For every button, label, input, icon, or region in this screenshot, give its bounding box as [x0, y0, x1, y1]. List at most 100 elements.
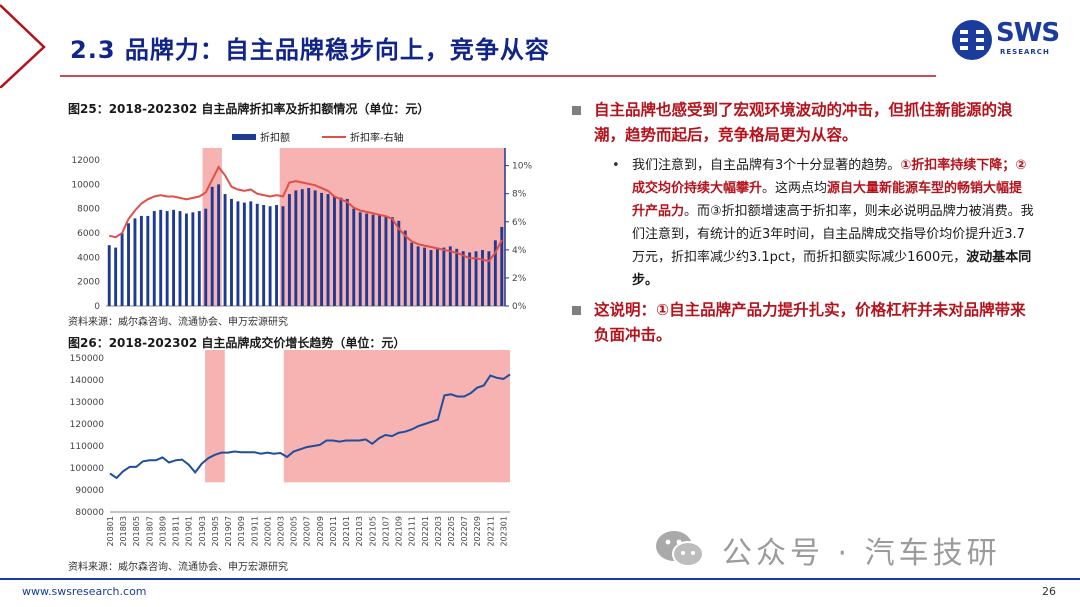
- legend-bar-swatch: [232, 134, 256, 140]
- discount-bar: [474, 251, 478, 306]
- chart2-y-tick: 150000: [70, 354, 105, 364]
- chart2-x-tick: 202107: [381, 516, 390, 547]
- chart2-x-tick: 201809: [158, 516, 167, 547]
- discount-bar: [268, 206, 272, 306]
- chart2-x-tick: 202101: [342, 516, 351, 547]
- wechat-watermark: 公众号 · 汽车技研: [652, 526, 1052, 571]
- chart1-y-tick: 4000: [77, 253, 100, 263]
- discount-bar: [217, 184, 221, 306]
- bullet-main-1: 自主品牌也感受到了宏观环境波动的冲击，但抓住新能源的浪潮，趋势而起后，竞争格局更…: [570, 98, 1040, 148]
- discount-bar: [120, 233, 124, 306]
- chart2-x-tick: 201911: [250, 516, 259, 547]
- chart2-x-tick: 202301: [499, 516, 508, 547]
- discount-bar: [133, 218, 137, 306]
- chart2-y-tick: 90000: [75, 486, 104, 496]
- chart2-y-tick: 130000: [70, 398, 105, 408]
- bullet-main-1-text: 自主品牌也感受到了宏观环境波动的冲击，但抓住新能源的浪潮，趋势而起后，竞争格局更…: [594, 101, 1013, 144]
- chart2-x-tick: 202105: [368, 516, 377, 547]
- discount-bar: [442, 247, 446, 306]
- sub-text-f: 波动基本同步。: [632, 250, 1032, 288]
- chart2-x-tick: 201807: [145, 516, 154, 547]
- chart2-x-tick: 201811: [172, 516, 181, 547]
- price-trend-line: [109, 373, 511, 480]
- discount-bar: [358, 212, 362, 306]
- square-bullet-icon: [572, 306, 581, 315]
- chart1-title: 图25：2018-202302 自主品牌折扣率及折扣额情况（单位：元）: [68, 102, 430, 116]
- discount-bar: [448, 246, 452, 306]
- discount-bar: [197, 211, 201, 306]
- chart1-y2-tick: 8%: [512, 190, 527, 200]
- discount-bar: [481, 250, 484, 306]
- chart2-x-tick: 201801: [106, 516, 115, 547]
- footer-divider: [0, 578, 1080, 580]
- discount-bar: [210, 186, 214, 306]
- chart2-y-tick: 120000: [70, 420, 105, 430]
- discount-bar: [223, 194, 227, 306]
- discount-bar: [287, 194, 291, 306]
- discount-bar: [165, 211, 169, 306]
- discount-bar: [371, 214, 375, 306]
- discount-bar: [384, 215, 388, 306]
- chart2-y-tick: 110000: [70, 442, 105, 452]
- chart2-x-tick: 202003: [276, 516, 285, 547]
- bullet-main-2: 这说明：①自主品牌产品力提升扎实，价格杠杆并未对品牌带来负面冲击。: [570, 298, 1040, 348]
- chart2-y-tick: 80000: [75, 508, 104, 518]
- bullet-sub-1: • 我们注意到，自主品牌有3个十分显著的趋势。①折扣率持续下降；②成交均价持续大…: [570, 154, 1040, 292]
- sub-text-b: ①折扣率持续下降；②成交均价持续大幅攀升: [632, 158, 1027, 196]
- wechat-icon: [656, 531, 704, 567]
- footer-url-link[interactable]: www.swsresearch.com: [22, 585, 147, 598]
- discount-bar: [455, 248, 459, 306]
- discount-bar: [146, 215, 150, 306]
- discount-bar: [242, 202, 246, 306]
- chart2-x-tick: 202203: [434, 516, 443, 547]
- discount-bar: [403, 230, 407, 306]
- chart2-y-tick: 140000: [70, 376, 105, 386]
- chart2-x-tick: 201903: [198, 516, 207, 547]
- discount-bar: [435, 248, 439, 306]
- watermark-text: 公众号 · 汽车技研: [722, 536, 1001, 571]
- discount-bar: [127, 223, 130, 306]
- logo-text: SWS: [996, 18, 1060, 48]
- discount-bar: [500, 226, 504, 306]
- chart2-x-tick: 201905: [211, 516, 220, 547]
- chart1-y2-tick: 4%: [512, 246, 527, 256]
- chart2-x-tick: 201805: [132, 516, 141, 547]
- discount-bar: [313, 190, 317, 306]
- discount-bar: [281, 206, 285, 306]
- legend-line-label: 折扣率-右轴: [350, 131, 404, 144]
- chart1-y-tick: 0: [94, 302, 100, 312]
- page-number: 26: [1042, 585, 1056, 598]
- sub-text-e: 。而③折扣额增速高于折扣率，则未必说明品牌力被消费。我们注意到，有统计的近3年时…: [632, 204, 1034, 265]
- discount-bar: [159, 209, 163, 306]
- discount-bar: [378, 214, 381, 306]
- chart1-legend: 折扣额 折扣率-右轴: [232, 131, 404, 144]
- square-bullet-icon: [572, 106, 581, 115]
- discount-bar: [333, 196, 336, 306]
- discount-bar: [410, 242, 414, 306]
- discount-bar: [320, 192, 324, 306]
- chart2-x-tick: 202211: [486, 516, 495, 547]
- chart2-x-tick: 202109: [395, 516, 404, 547]
- discount-bar: [178, 211, 182, 306]
- chart2-x-tick: 202207: [460, 516, 469, 547]
- discount-bar: [326, 194, 330, 306]
- bullet-main-2-text: 这说明：①自主品牌产品力提升扎实，价格杠杆并未对品牌带来负面冲击。: [594, 301, 1026, 344]
- discount-bar: [152, 211, 156, 306]
- bullet-list: 自主品牌也感受到了宏观环境波动的冲击，但抓住新能源的浪潮，趋势而起后，竞争格局更…: [570, 98, 1040, 354]
- chart2-source: 资料来源：威尔森咨询、流通协会、申万宏源研究: [68, 562, 288, 573]
- chart2-x-tick: 201907: [224, 516, 233, 547]
- chart2-x-tick: 202201: [421, 516, 430, 547]
- chart2-x-tick: 202001: [263, 516, 272, 547]
- discount-bar: [397, 220, 401, 306]
- chart2-x-tick: 202103: [355, 516, 364, 547]
- legend-bar-label: 折扣额: [260, 131, 290, 144]
- chart2-y-tick: 100000: [70, 464, 105, 474]
- chart1-source: 资料来源：威尔森咨询、流通协会、申万宏源研究: [68, 317, 288, 328]
- discount-bar: [416, 246, 420, 306]
- slide-header: 2.3 品牌力：自主品牌稳步向上，竞争从容 SWS RESEARCH: [0, 0, 1080, 88]
- discount-bar: [365, 213, 369, 306]
- discount-bar: [487, 251, 491, 306]
- discount-bar: [114, 247, 118, 306]
- discount-bar: [339, 197, 343, 306]
- shaded-period-2: [283, 350, 510, 483]
